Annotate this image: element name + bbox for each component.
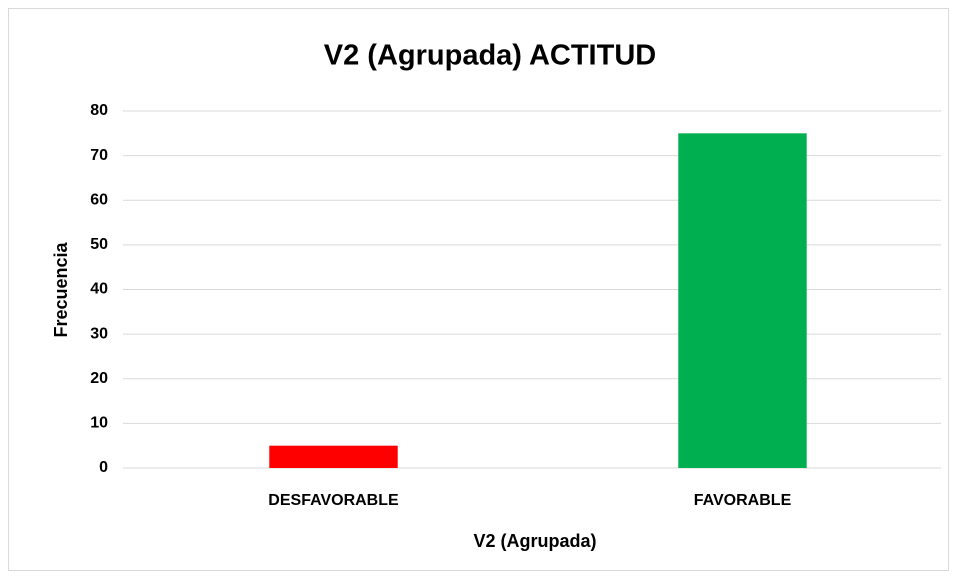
x-tick-label: FAVORABLE <box>694 492 792 509</box>
chart-title: V2 (Agrupada) ACTITUD <box>324 40 656 72</box>
y-axis-title: Frecuencia <box>51 241 71 337</box>
x-axis-title: V2 (Agrupada) <box>473 531 596 551</box>
y-tick-label: 70 <box>90 147 108 164</box>
x-tick-label: DESFAVORABLE <box>268 492 399 509</box>
y-tick-label: 50 <box>90 236 108 253</box>
y-tick-label: 60 <box>90 191 108 208</box>
y-tick-label: 30 <box>90 325 108 342</box>
y-tick-label: 20 <box>90 370 108 387</box>
bar <box>678 133 807 468</box>
bar <box>269 445 398 468</box>
y-tick-label: 0 <box>99 459 108 476</box>
y-tick-label: 40 <box>90 281 108 298</box>
y-tick-label: 10 <box>90 415 108 432</box>
y-tick-label: 80 <box>90 102 108 119</box>
